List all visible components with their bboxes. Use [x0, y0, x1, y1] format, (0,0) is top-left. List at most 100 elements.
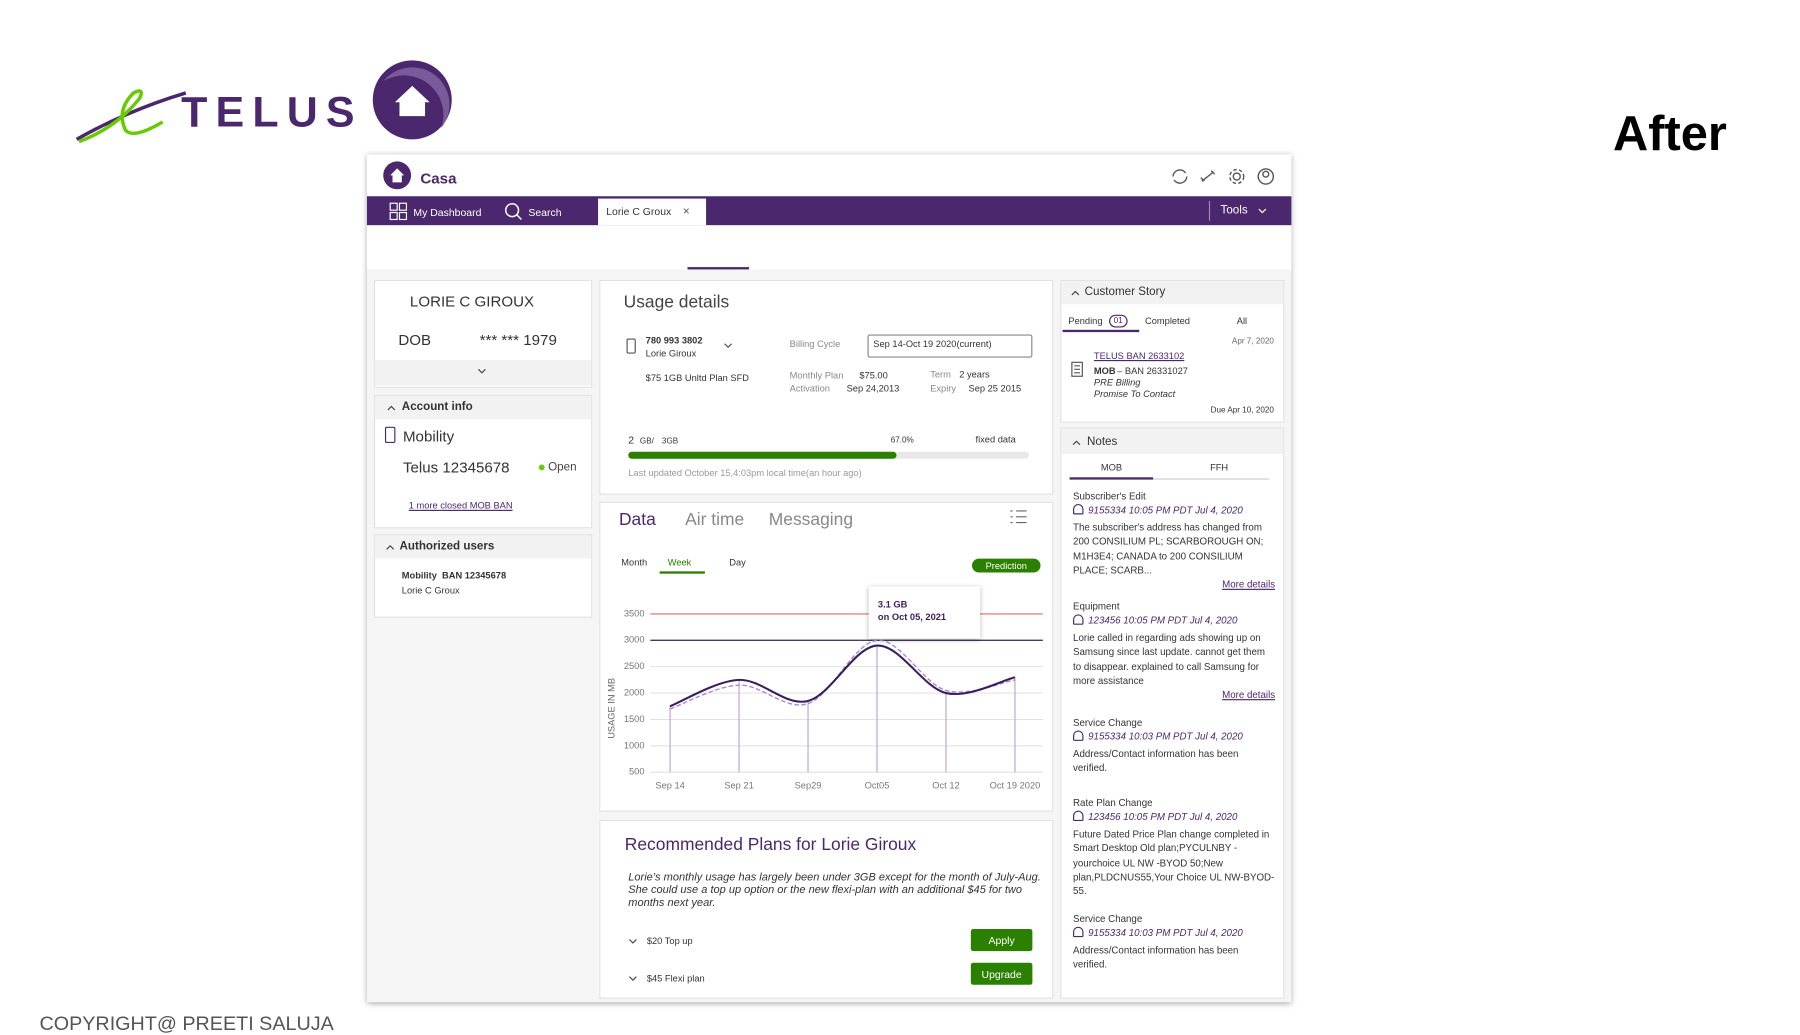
profile-expand[interactable] [375, 359, 592, 386]
close-tab[interactable]: × [682, 205, 690, 219]
chevron [1258, 208, 1267, 214]
card-header[interactable] [375, 535, 592, 559]
note-text: The subscriber's address has changed fro… [1073, 521, 1264, 577]
status-dot [538, 464, 545, 471]
monthly-plan-value: $75.00 [859, 370, 888, 381]
plan-name: $75 1GB Unltd Plan SFD [645, 372, 749, 384]
nav-search[interactable]: Search [528, 206, 562, 219]
tab-bar [366, 225, 1292, 270]
tooltip-value: 3.1 GB [877, 599, 908, 610]
app-header [366, 154, 1292, 197]
monthly-plan-label: Monthly Plan [789, 370, 844, 381]
usage-chart-card [599, 501, 1054, 812]
prediction-pill[interactable]: Prediction [971, 558, 1041, 573]
recommended-text: Lorie’s monthly usage has largely been u… [628, 870, 1041, 910]
plan-option: $20 Top up [646, 935, 693, 947]
story-stage: PRE Billing [1093, 377, 1141, 388]
phone-owner: Lorie Giroux [645, 348, 697, 359]
notes-tab[interactable]: MOB [1100, 462, 1123, 473]
note-text: Lorie called in regarding ads showing up… [1073, 631, 1265, 687]
chevron[interactable] [723, 343, 733, 350]
note-meta: 9155334 10:03 PM PDT Jul 4, 2020 [1088, 927, 1243, 939]
card-header[interactable] [1061, 428, 1284, 455]
story-tab[interactable]: All [1236, 315, 1248, 327]
nav-separator [1208, 200, 1211, 221]
billing-cycle-value[interactable]: Sep 14-Oct 19 2020(current) [873, 339, 992, 350]
dashboard-icon [389, 202, 408, 221]
notes-tab[interactable]: FFH [1210, 462, 1229, 473]
note-entry: Service Change 9155334 10:03 PM PDT Jul 4… [1073, 715, 1275, 775]
search-icon [504, 203, 522, 221]
story-date: Apr 7, 2020 [1231, 337, 1274, 347]
telus-logo [75, 60, 452, 144]
total-amount: 3GB [661, 437, 679, 446]
list-icon[interactable] [1009, 510, 1028, 524]
apply-button[interactable]: Apply [970, 929, 1033, 952]
usage-tab[interactable]: Data [618, 509, 656, 530]
header-icons[interactable] [1171, 167, 1278, 186]
note-entry: Rate Plan Change 123456 10:05 PM PDT Jul … [1073, 795, 1275, 898]
chevron[interactable] [628, 938, 637, 945]
story-icon [1071, 361, 1083, 377]
phone-icon [626, 338, 636, 354]
phone-icon [384, 426, 396, 444]
customer-story-title: Customer Story [1084, 285, 1166, 299]
story-line: – BAN 26331027 [1117, 365, 1188, 377]
card-header[interactable] [375, 395, 592, 420]
story-tab[interactable]: Pending [1068, 315, 1103, 327]
dob-value: *** *** 1979 [479, 330, 557, 349]
account-line: Mobility [402, 427, 455, 445]
open-tab[interactable] [598, 198, 707, 226]
usage-details-title: Usage details [623, 292, 730, 313]
note-meta-row: 9155334 10:03 PM PDT Jul 4, 2020 [1073, 926, 1275, 940]
authorized-users-title: Authorized users [399, 539, 495, 553]
notes-tab-rule [1153, 478, 1270, 480]
phone-number: 780 993 3802 [645, 335, 703, 347]
nav-dashboard[interactable]: My Dashboard [413, 206, 482, 219]
x-tick-label: Oct05 [865, 781, 890, 791]
chevron [387, 405, 396, 411]
note-meta: 9155334 10:03 PM PDT Jul 4, 2020 [1088, 730, 1243, 743]
x-tick-label: Sep 14 [655, 781, 684, 791]
y-tick-label: 1500 [624, 714, 645, 724]
billing-cycle-select[interactable] [867, 334, 1033, 358]
closed-ban-link[interactable]: 1 more closed MOB BAN [408, 500, 513, 511]
note-more[interactable]: More details [1222, 689, 1276, 701]
note-icon [1073, 927, 1084, 938]
x-tick-label: Sep29 [795, 781, 822, 791]
upgrade-button[interactable]: Upgrade [970, 962, 1033, 985]
story-tab[interactable]: Completed [1145, 315, 1190, 327]
note-text: Address/Contact information has been ver… [1073, 747, 1239, 774]
activation-label: Activation [789, 383, 830, 394]
account-number: Telus 12345678 [402, 458, 510, 477]
note-meta: 123456 10:05 PM PDT Jul 4, 2020 [1088, 614, 1238, 627]
series-line [669, 644, 1016, 708]
card-header[interactable] [1061, 281, 1284, 305]
chevron [386, 544, 395, 550]
note-icon [1073, 504, 1084, 515]
pending-badge: 01 [1109, 314, 1128, 328]
note-more[interactable]: More details [1222, 578, 1276, 591]
data-type: fixed data [975, 434, 1016, 445]
term-value: 2 years [959, 369, 990, 380]
period-tab[interactable]: Month [621, 557, 648, 568]
period-tab[interactable]: Day [729, 557, 746, 568]
open-tab-label[interactable]: Lorie C Groux [606, 205, 672, 218]
notes-title: Notes [1086, 435, 1118, 449]
used-unit: GB/ [639, 437, 654, 446]
story-link[interactable]: TELUS BAN 2633102 [1093, 350, 1185, 362]
nav-tools[interactable]: Tools [1220, 204, 1248, 218]
note-text: Address/Contact information has been ver… [1073, 943, 1239, 970]
profile-name: LORIE C GIROUX [409, 292, 535, 311]
period-tab[interactable]: Week [667, 557, 692, 568]
usage-tab[interactable]: Air time [685, 509, 745, 530]
note-type: Service Change [1073, 716, 1143, 729]
expiry-value: Sep 25 2015 [968, 383, 1022, 394]
chevron[interactable] [628, 975, 637, 982]
story-line-type: MOB [1093, 365, 1116, 377]
usage-tab[interactable]: Messaging [768, 509, 854, 530]
casa-icon [383, 161, 412, 190]
account-status: Open [548, 461, 577, 474]
